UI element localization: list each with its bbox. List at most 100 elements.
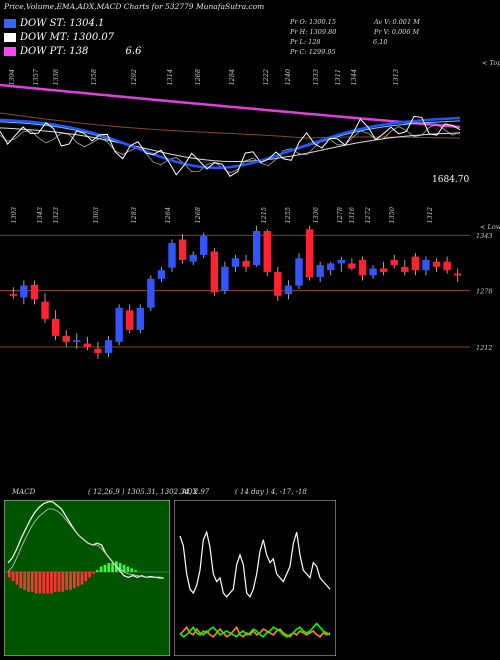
bottom-tick-label: 1215	[260, 207, 268, 224]
quote-mid-value: 6.10	[373, 38, 388, 46]
candle-body	[73, 340, 81, 342]
top-tick-label: 1222	[262, 69, 270, 86]
legend-dow-pt-extra: 6.6	[125, 46, 142, 57]
macd-histogram-bar	[57, 572, 61, 592]
macd-histogram-bar	[53, 572, 57, 592]
candle-body	[136, 307, 144, 330]
bottom-tick-label: 1255	[284, 207, 292, 224]
macd-histogram-bar	[126, 566, 130, 572]
candle-body	[274, 271, 282, 296]
candle-body	[189, 254, 197, 262]
candle-body	[231, 258, 240, 267]
candle-body	[443, 261, 451, 271]
candle-body	[337, 259, 346, 264]
legend-dow-pt-label: DOW PT: 138	[20, 46, 89, 57]
ema-magenta-line	[0, 83, 461, 129]
bottom-tick-label: 1272	[364, 207, 372, 224]
macd-histogram-bar	[103, 564, 107, 572]
macd-panel	[4, 500, 170, 656]
candle-body	[221, 266, 229, 291]
candle-body	[305, 229, 314, 278]
ema-white-line	[0, 127, 461, 162]
candle-body	[411, 256, 420, 271]
candle-body	[348, 263, 356, 269]
macd-signal-line	[7, 508, 164, 579]
macd-histogram-bar	[23, 572, 26, 590]
macd-histogram-bar	[30, 572, 34, 592]
macd-histogram-bar	[8, 572, 11, 578]
candle-body	[369, 268, 377, 276]
ema-brown-line	[0, 112, 461, 139]
macd-histogram-bar	[65, 572, 69, 590]
top-tick-label: 1284	[228, 69, 236, 86]
macd-histogram-bar	[95, 570, 99, 572]
price-line	[0, 115, 461, 177]
bottom-tick-label: 1283	[130, 207, 138, 224]
adx-line	[179, 622, 331, 638]
ema-blue-line	[0, 116, 461, 170]
candle-body	[454, 273, 462, 276]
candle-body	[252, 230, 261, 266]
candle-body	[327, 263, 335, 271]
macd-histogram-bar	[84, 572, 88, 581]
lows-label: < Lows	[480, 223, 500, 231]
candle-body	[295, 258, 303, 286]
candle-body	[41, 301, 49, 319]
macd-histogram-bar	[76, 572, 80, 587]
last-value-label: 1684.70	[432, 175, 469, 185]
candle-body	[168, 242, 176, 268]
candle-body	[9, 294, 17, 296]
candle-body	[358, 259, 367, 276]
candle-body	[284, 285, 293, 295]
top-tick-label: 1311	[334, 69, 342, 86]
top-tick-label: 1313	[392, 69, 400, 86]
legend-dow-st: DOW ST: 1304.1	[4, 18, 104, 29]
candle-body	[263, 230, 271, 272]
quote-volume: Pr V: 0.006 M	[374, 28, 420, 36]
bottom-tick-label: 1278	[336, 207, 344, 224]
macd-histogram-bar	[80, 572, 84, 585]
macd-params: ( 12,26,9 ) 1305.31, 1302.34, 2.97	[88, 488, 210, 496]
candle-body	[157, 270, 166, 279]
candle-body	[115, 307, 123, 342]
macd-histogram-bar	[118, 563, 122, 572]
candle-body	[422, 259, 430, 271]
macd-histogram-bar	[111, 563, 114, 572]
candle-body	[210, 251, 219, 293]
bottom-tick-label: 1350	[388, 207, 396, 224]
y-tick-label: 1212	[476, 344, 493, 352]
chart-title: Price,Volume,EMA,ADX,MACD Charts for 532…	[4, 2, 265, 11]
macd-histogram-bar	[50, 572, 53, 594]
macd-histogram-bar	[61, 572, 65, 592]
quote-close: Pr C: 1299.95	[290, 48, 336, 56]
ema-panel: < Tops 1394 1357 1338 1358 1292 1314 1268 1284 12…	[0, 59, 500, 231]
candle-body	[83, 343, 92, 347]
macd-histogram-bar	[73, 572, 76, 589]
macd-histogram-bar	[134, 570, 137, 572]
candle-body	[147, 278, 155, 308]
legend-swatch-pt	[4, 47, 16, 56]
adx-panel	[174, 500, 336, 656]
macd-histogram-bar	[27, 572, 30, 592]
bottom-tick-label: 1268	[194, 207, 202, 224]
top-tick-label: 1344	[350, 69, 358, 86]
quote-high: Pr H: 1309.80	[290, 28, 337, 36]
candle-body	[20, 285, 28, 298]
top-tick-label: 1338	[52, 69, 60, 86]
candle-body	[62, 335, 70, 342]
macd-histogram-bar	[88, 572, 91, 578]
macd-histogram-bar	[122, 564, 126, 572]
bottom-tick-label: 1343	[36, 207, 44, 224]
macd-histogram-bar	[19, 572, 23, 589]
top-tick-label: 1268	[194, 69, 202, 86]
candle-body	[51, 318, 60, 336]
top-tick-label: 1240	[284, 69, 292, 86]
macd-histogram-bar	[99, 566, 103, 572]
macd-histogram-bar	[107, 563, 111, 572]
legend-swatch-mt	[4, 33, 16, 42]
candle-body	[390, 259, 398, 266]
candlestick-panel: 1343 1278 1212	[0, 225, 493, 359]
top-tick-label: 1394	[8, 69, 16, 86]
adx-params: ( 14 day ) 4, -17, -18	[235, 488, 307, 496]
adx-label: ADX	[182, 488, 198, 496]
